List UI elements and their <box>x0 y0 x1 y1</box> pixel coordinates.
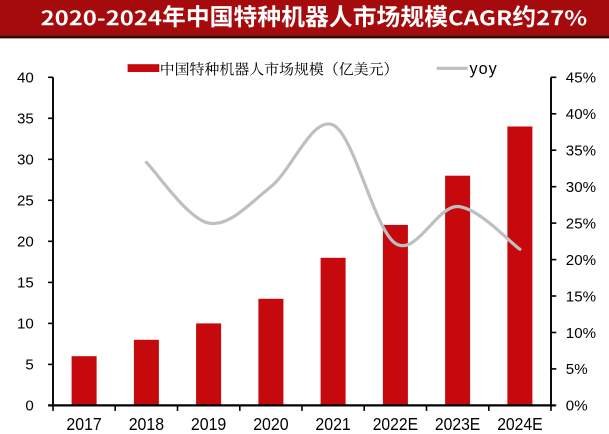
svg-text:30%: 30% <box>566 179 596 196</box>
svg-text:15%: 15% <box>566 288 596 305</box>
svg-text:20%: 20% <box>566 252 596 269</box>
svg-text:25: 25 <box>17 193 34 210</box>
svg-text:30: 30 <box>17 152 34 169</box>
svg-text:2020: 2020 <box>253 414 288 434</box>
svg-text:5%: 5% <box>566 361 588 378</box>
svg-text:20: 20 <box>17 234 34 251</box>
svg-text:0%: 0% <box>566 398 588 415</box>
svg-text:2022E: 2022E <box>373 414 418 434</box>
svg-text:35%: 35% <box>566 143 596 160</box>
svg-text:10: 10 <box>17 316 34 333</box>
svg-text:2023E: 2023E <box>435 414 480 434</box>
svg-text:0: 0 <box>25 398 33 415</box>
svg-text:yoy: yoy <box>470 60 498 78</box>
svg-text:2024E: 2024E <box>497 414 542 434</box>
svg-text:5: 5 <box>25 357 33 374</box>
svg-text:2017: 2017 <box>66 414 101 434</box>
svg-text:2021: 2021 <box>315 414 350 434</box>
svg-text:40: 40 <box>17 70 34 87</box>
svg-text:10%: 10% <box>566 325 596 342</box>
svg-text:25%: 25% <box>566 215 596 232</box>
svg-text:45%: 45% <box>566 70 596 87</box>
svg-text:2018: 2018 <box>129 414 164 434</box>
svg-text:2019: 2019 <box>191 414 226 434</box>
svg-text:15: 15 <box>17 275 34 292</box>
svg-text:35: 35 <box>17 111 34 128</box>
svg-text:40%: 40% <box>566 106 596 123</box>
